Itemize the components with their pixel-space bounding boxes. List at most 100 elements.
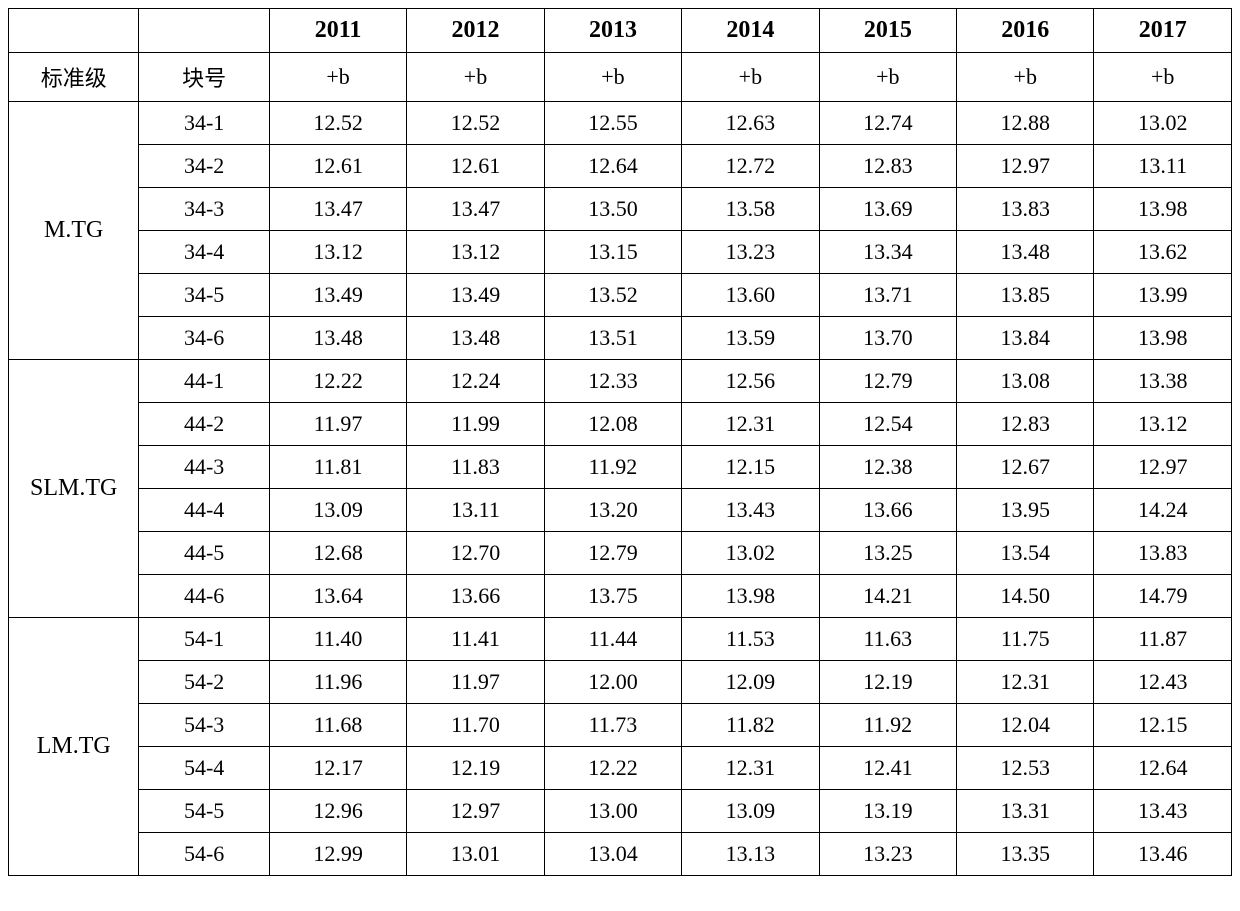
block-cell: 54-5 bbox=[139, 790, 269, 833]
value-cell: 12.09 bbox=[682, 661, 819, 704]
value-cell: 13.38 bbox=[1094, 360, 1232, 403]
value-cell: 13.95 bbox=[957, 489, 1094, 532]
value-cell: 12.97 bbox=[407, 790, 544, 833]
block-cell: 34-2 bbox=[139, 145, 269, 188]
value-cell: 13.58 bbox=[682, 188, 819, 231]
value-cell: 13.04 bbox=[544, 833, 681, 876]
value-cell: 12.61 bbox=[269, 145, 406, 188]
value-cell: 13.12 bbox=[269, 231, 406, 274]
value-cell: 12.08 bbox=[544, 403, 681, 446]
value-cell: 11.63 bbox=[819, 618, 956, 661]
value-cell: 12.22 bbox=[544, 747, 681, 790]
block-cell: 44-1 bbox=[139, 360, 269, 403]
block-cell: 44-4 bbox=[139, 489, 269, 532]
value-cell: 13.62 bbox=[1094, 231, 1232, 274]
value-cell: 13.98 bbox=[1094, 317, 1232, 360]
value-cell: 13.48 bbox=[407, 317, 544, 360]
value-cell: 13.48 bbox=[269, 317, 406, 360]
value-cell: 13.11 bbox=[407, 489, 544, 532]
group-name-cell: M.TG bbox=[9, 102, 139, 360]
value-cell: 11.96 bbox=[269, 661, 406, 704]
value-cell: 11.70 bbox=[407, 704, 544, 747]
table-row: 44-211.9711.9912.0812.3112.5412.8313.12 bbox=[9, 403, 1232, 446]
value-cell: 12.96 bbox=[269, 790, 406, 833]
table-row: 54-412.1712.1912.2212.3112.4112.5312.64 bbox=[9, 747, 1232, 790]
value-cell: 13.99 bbox=[1094, 274, 1232, 317]
table-row: 34-313.4713.4713.5013.5813.6913.8313.98 bbox=[9, 188, 1232, 231]
value-cell: 12.67 bbox=[957, 446, 1094, 489]
value-cell: 13.66 bbox=[407, 575, 544, 618]
header-year-2: 2013 bbox=[544, 9, 681, 53]
header-sublabel-1: +b bbox=[407, 53, 544, 102]
value-cell: 13.13 bbox=[682, 833, 819, 876]
value-cell: 13.49 bbox=[269, 274, 406, 317]
value-cell: 12.64 bbox=[1094, 747, 1232, 790]
block-cell: 34-6 bbox=[139, 317, 269, 360]
header-year-3: 2014 bbox=[682, 9, 819, 53]
header-sublabel-0: +b bbox=[269, 53, 406, 102]
header-block-label: 块号 bbox=[139, 53, 269, 102]
value-cell: 13.11 bbox=[1094, 145, 1232, 188]
value-cell: 13.15 bbox=[544, 231, 681, 274]
value-cell: 13.35 bbox=[957, 833, 1094, 876]
table-row: M.TG34-112.5212.5212.5512.6312.7412.8813… bbox=[9, 102, 1232, 145]
table-row: 34-513.4913.4913.5213.6013.7113.8513.99 bbox=[9, 274, 1232, 317]
value-cell: 13.43 bbox=[1094, 790, 1232, 833]
value-cell: 13.31 bbox=[957, 790, 1094, 833]
value-cell: 12.99 bbox=[269, 833, 406, 876]
value-cell: 13.85 bbox=[957, 274, 1094, 317]
value-cell: 12.22 bbox=[269, 360, 406, 403]
group-name-cell: LM.TG bbox=[9, 618, 139, 876]
value-cell: 11.92 bbox=[819, 704, 956, 747]
value-cell: 12.53 bbox=[957, 747, 1094, 790]
value-cell: 11.53 bbox=[682, 618, 819, 661]
block-cell: 44-5 bbox=[139, 532, 269, 575]
header-row-years: 2011201220132014201520162017 bbox=[9, 9, 1232, 53]
value-cell: 12.83 bbox=[957, 403, 1094, 446]
block-cell: 34-5 bbox=[139, 274, 269, 317]
header-sublabel-6: +b bbox=[1094, 53, 1232, 102]
header-empty-1 bbox=[9, 9, 139, 53]
header-sublabel-5: +b bbox=[957, 53, 1094, 102]
block-cell: 54-1 bbox=[139, 618, 269, 661]
value-cell: 13.69 bbox=[819, 188, 956, 231]
value-cell: 14.79 bbox=[1094, 575, 1232, 618]
value-cell: 12.88 bbox=[957, 102, 1094, 145]
table-row: 54-512.9612.9713.0013.0913.1913.3113.43 bbox=[9, 790, 1232, 833]
value-cell: 13.60 bbox=[682, 274, 819, 317]
value-cell: 14.50 bbox=[957, 575, 1094, 618]
value-cell: 12.68 bbox=[269, 532, 406, 575]
value-cell: 13.50 bbox=[544, 188, 681, 231]
block-cell: 44-6 bbox=[139, 575, 269, 618]
header-row-labels: 标准级块号+b+b+b+b+b+b+b bbox=[9, 53, 1232, 102]
table-row: 44-613.6413.6613.7513.9814.2114.5014.79 bbox=[9, 575, 1232, 618]
header-year-1: 2012 bbox=[407, 9, 544, 53]
value-cell: 13.59 bbox=[682, 317, 819, 360]
value-cell: 13.23 bbox=[682, 231, 819, 274]
value-cell: 13.01 bbox=[407, 833, 544, 876]
table-row: 34-613.4813.4813.5113.5913.7013.8413.98 bbox=[9, 317, 1232, 360]
value-cell: 13.47 bbox=[269, 188, 406, 231]
value-cell: 12.33 bbox=[544, 360, 681, 403]
value-cell: 12.70 bbox=[407, 532, 544, 575]
value-cell: 13.75 bbox=[544, 575, 681, 618]
value-cell: 14.24 bbox=[1094, 489, 1232, 532]
table-row: 34-413.1213.1213.1513.2313.3413.4813.62 bbox=[9, 231, 1232, 274]
value-cell: 12.41 bbox=[819, 747, 956, 790]
value-cell: 13.12 bbox=[1094, 403, 1232, 446]
value-cell: 13.02 bbox=[682, 532, 819, 575]
value-cell: 13.52 bbox=[544, 274, 681, 317]
value-cell: 12.31 bbox=[682, 747, 819, 790]
value-cell: 13.00 bbox=[544, 790, 681, 833]
block-cell: 54-2 bbox=[139, 661, 269, 704]
header-sublabel-3: +b bbox=[682, 53, 819, 102]
header-sublabel-4: +b bbox=[819, 53, 956, 102]
value-cell: 13.98 bbox=[1094, 188, 1232, 231]
table-row: 44-311.8111.8311.9212.1512.3812.6712.97 bbox=[9, 446, 1232, 489]
value-cell: 13.08 bbox=[957, 360, 1094, 403]
data-table: 2011201220132014201520162017标准级块号+b+b+b+… bbox=[8, 8, 1232, 876]
block-cell: 54-6 bbox=[139, 833, 269, 876]
value-cell: 14.21 bbox=[819, 575, 956, 618]
value-cell: 12.24 bbox=[407, 360, 544, 403]
value-cell: 13.43 bbox=[682, 489, 819, 532]
